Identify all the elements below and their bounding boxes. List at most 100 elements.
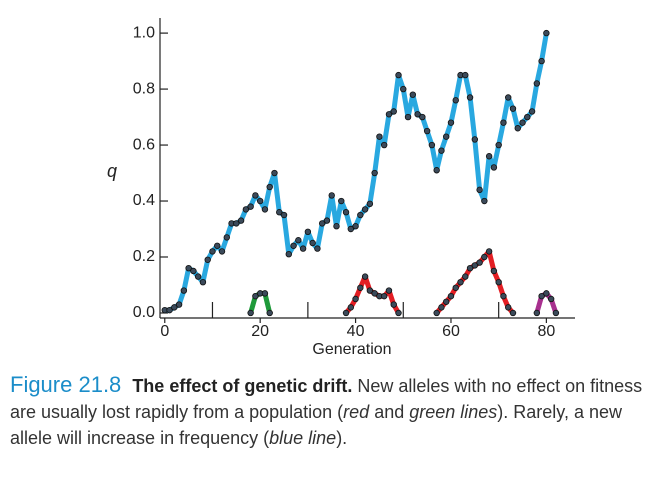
x-axis-label: Generation bbox=[312, 341, 391, 358]
data-point bbox=[314, 245, 321, 252]
data-point bbox=[185, 264, 192, 272]
data-point bbox=[509, 105, 517, 112]
data-point bbox=[447, 119, 455, 126]
caption-text: red bbox=[343, 402, 370, 422]
data-point bbox=[509, 309, 517, 317]
data-point bbox=[247, 309, 254, 317]
data-point bbox=[438, 304, 445, 311]
data-point bbox=[543, 290, 550, 297]
data-point bbox=[342, 309, 350, 317]
data-point bbox=[218, 248, 226, 255]
caption: Figure 21.8 The effect of genetic drift.… bbox=[10, 372, 655, 451]
data-point bbox=[252, 292, 259, 300]
data-point bbox=[447, 292, 455, 300]
data-point bbox=[481, 253, 488, 261]
data-point bbox=[395, 309, 402, 317]
data-point bbox=[485, 153, 493, 160]
figure-label: Figure 21.8 bbox=[10, 372, 122, 397]
data-point bbox=[500, 119, 507, 126]
data-point bbox=[490, 164, 498, 171]
data-point bbox=[280, 211, 288, 219]
data-point bbox=[357, 211, 364, 219]
y-tick-label: 1.0 bbox=[133, 24, 155, 41]
data-point bbox=[242, 206, 250, 213]
y-tick-label: 0.8 bbox=[133, 80, 155, 97]
data-point bbox=[252, 192, 259, 199]
data-point bbox=[342, 209, 350, 216]
data-point bbox=[171, 304, 178, 311]
caption-body: New alleles with no effect on fitness ar… bbox=[10, 376, 642, 448]
data-point bbox=[266, 309, 273, 317]
data-point bbox=[237, 217, 245, 224]
data-point bbox=[318, 220, 326, 227]
caption-text: blue line bbox=[269, 428, 337, 448]
data-point bbox=[366, 200, 374, 208]
y-tick-label: 0.0 bbox=[133, 304, 155, 321]
data-point bbox=[547, 295, 555, 303]
data-point bbox=[166, 306, 173, 314]
y-axis-label: q bbox=[107, 161, 117, 181]
data-point bbox=[500, 292, 507, 300]
series-line bbox=[162, 30, 549, 313]
data-point bbox=[347, 225, 355, 233]
data-point bbox=[533, 309, 541, 317]
data-point bbox=[495, 278, 502, 286]
data-point bbox=[180, 287, 188, 294]
data-point bbox=[462, 71, 469, 79]
data-point bbox=[233, 220, 240, 227]
data-point bbox=[471, 262, 479, 269]
data-point bbox=[538, 292, 545, 300]
x-tick-label: 0 bbox=[160, 323, 169, 340]
data-point bbox=[214, 242, 221, 249]
data-point bbox=[538, 57, 545, 65]
data-point bbox=[543, 29, 550, 37]
figure-title: The effect of genetic drift. bbox=[132, 376, 353, 396]
data-point bbox=[514, 125, 521, 132]
y-tick-label: 0.6 bbox=[133, 136, 155, 153]
data-point bbox=[438, 147, 445, 154]
data-point bbox=[328, 192, 335, 199]
data-point bbox=[333, 223, 340, 230]
data-point bbox=[466, 94, 474, 101]
data-point bbox=[352, 295, 359, 303]
data-point bbox=[462, 273, 469, 280]
data-point bbox=[361, 206, 369, 213]
data-point bbox=[290, 242, 297, 249]
data-point bbox=[380, 292, 388, 300]
data-point bbox=[266, 183, 273, 191]
caption-text: ). Rarely, a new allele will increase in… bbox=[10, 402, 623, 448]
data-point bbox=[552, 309, 560, 317]
data-point bbox=[414, 111, 421, 118]
data-point bbox=[409, 91, 417, 98]
data-point bbox=[452, 284, 459, 291]
data-point bbox=[476, 186, 483, 194]
y-tick-label: 0.4 bbox=[133, 192, 155, 209]
data-point bbox=[352, 223, 359, 230]
caption-text: and bbox=[369, 402, 410, 422]
y-tick-label: 0.2 bbox=[133, 248, 155, 265]
data-point bbox=[376, 133, 383, 140]
data-point bbox=[485, 248, 493, 255]
data-point bbox=[457, 278, 464, 286]
data-point bbox=[285, 250, 292, 258]
data-point bbox=[261, 290, 269, 297]
data-point bbox=[247, 203, 254, 210]
data-point bbox=[299, 245, 307, 252]
data-point bbox=[390, 301, 397, 308]
data-point bbox=[385, 111, 393, 118]
data-point bbox=[323, 217, 331, 224]
data-point bbox=[175, 301, 183, 308]
data-point bbox=[519, 119, 526, 126]
data-point bbox=[380, 141, 388, 149]
data-point bbox=[338, 197, 345, 205]
data-point bbox=[443, 133, 450, 140]
data-point bbox=[357, 284, 364, 291]
data-point bbox=[443, 298, 450, 305]
data-point bbox=[419, 113, 426, 121]
caption-text: New alleles with no effect on fitness ar… bbox=[10, 376, 643, 422]
data-point bbox=[347, 304, 355, 311]
data-point bbox=[309, 239, 316, 247]
caption-text: ). bbox=[336, 428, 348, 448]
data-point bbox=[404, 113, 412, 121]
